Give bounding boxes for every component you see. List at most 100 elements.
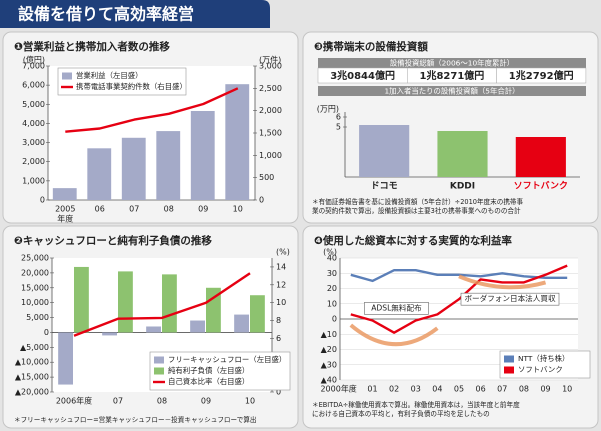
bar [52,188,77,200]
annotation-box [364,302,429,315]
y-tick-label: 10 [327,299,337,308]
chart-title: ❹使用した総資本に対する実質的な利益率 [314,234,512,247]
y2-tick-label: 2,500 [259,84,282,93]
annotation-arrow [349,323,439,347]
footnote: ＊フリーキャッシュフロー=営業キャッシュフロー－投資キャッシュフローで算出 [14,415,257,424]
y2-tick-label: 14 [276,262,286,271]
x-tick-label: 07 [497,385,507,394]
legend-label: 自己資本比率（右目盛） [168,377,249,386]
y-tick-label: 30 [327,269,337,278]
y-tick-label: 1,000 [22,176,45,185]
bar [225,84,250,200]
bar [74,266,89,333]
y-tick-label: 20,000 [21,268,49,277]
y-axis-unit: (%) [323,248,337,257]
legend-label: NTT（持ち株） [518,354,569,363]
legend-swatch [154,367,164,375]
table-subheader [318,86,586,96]
annotation-box [460,292,560,306]
x-axis-unit: 年度 [57,214,73,224]
table-value: 3兆0844億円 [330,69,395,82]
y-axis-unit: (万円) [317,105,339,114]
x-tick-label: 2000年度 [320,384,356,394]
bar [190,320,205,333]
y-tick-label: 20 [327,284,337,293]
table-value: 1兆2792億円 [509,69,574,82]
legend-swatch [62,72,72,80]
y2-tick-label: 0 [259,196,264,205]
y-tick-label: ▲20,000 [15,388,49,397]
legend-label: ソフトバンク [518,365,563,374]
y-tick-label: 10,000 [21,298,49,307]
annotation: ボーダフォン日本法人買収 [464,293,556,303]
y-tick-label: 25,000 [21,254,49,263]
legend-swatch [504,366,514,374]
bar [359,125,410,177]
y-tick-label: 4,000 [22,119,45,128]
x-tick-label: 2005 [55,205,75,214]
y-tick-label: 0 [332,315,337,324]
y2-tick-label: 1,500 [259,129,282,138]
x-tick-label: 07 [113,397,123,406]
bar [190,110,215,200]
bar [162,274,177,333]
y-tick-label: 6,000 [22,81,45,90]
table-header [318,58,586,68]
x-tick-label: 01 [367,385,377,394]
legend-swatch [154,356,164,364]
legend-box [499,350,591,379]
chart-title: ❷キャッシュフローと純有利子負債の推移 [14,234,212,247]
y2-tick-label: 500 [259,173,274,182]
annotation-arrow [458,274,547,290]
x-tick-label: 05 [454,385,464,394]
y2-tick-label: 6 [276,334,281,343]
x-tick-label: 10 [245,397,255,406]
bar [156,131,181,200]
bar [87,148,112,200]
bar [250,295,265,333]
x-tick-label: 08 [164,205,174,214]
y-tick-label: 40 [327,254,337,263]
y-tick-label: ▲30 [321,360,337,369]
legend-label: 携帯電話事業契約件数（右目盛） [76,82,187,91]
x-tick-label: 09 [201,397,211,406]
y-tick-label: 5,000 [22,100,45,109]
y-tick-label: 15,000 [21,283,49,292]
footnote: における自己資本の平均と，有利子負債の平均を足したもの [312,409,490,418]
y-tick-label: ▲20 [321,345,337,354]
y2-axis-unit: (%) [276,248,290,257]
table-subheader-text: 1加入者当たりの設備投資額（5年合計） [384,87,519,96]
y-tick-label: 5 [336,123,341,132]
legend-box [149,351,291,391]
y2-tick-label: 10 [276,298,286,307]
y-axis-unit: (億円) [23,55,45,65]
y2-tick-label: 8 [276,316,281,325]
y-tick-label: ▲5,000 [20,343,49,352]
y-tick-label: ▲10,000 [15,358,49,367]
chart-title: ❶営業利益と携帯加入者数の推移 [14,40,170,53]
x-tick-label: 08 [519,385,529,394]
x-tick-label: 09 [540,385,550,394]
chart-title: ❸携帯端末の設備投資額 [314,40,428,53]
bar [118,271,133,333]
bar [121,137,146,200]
y2-tick-label: 2,000 [259,106,282,115]
table-header-text: 設備投資総額（2006～10年度累計） [390,59,514,68]
y-tick-label: 3,000 [22,138,45,147]
bar [58,332,73,385]
bar [102,332,117,336]
y-tick-label: 2,000 [22,157,45,166]
x-tick-label: 06 [476,385,486,394]
bar [234,314,249,333]
bar [437,131,488,177]
footnote: ＊EBITDA÷稼働使用資本で算出。稼働使用資本は，当該年度と前年度 [312,400,520,409]
line [65,87,239,133]
legend-label: フリーキャッシュフロー（左目盛） [168,355,286,364]
page-title: 設備を借りて高効率経営 [18,5,194,24]
line [73,272,251,337]
legend-label: 営業利益（左目盛） [76,71,143,80]
y2-tick-label: 1,000 [259,151,282,160]
y-tick-label: 5,000 [26,313,49,322]
y2-tick-label: 12 [276,280,286,289]
